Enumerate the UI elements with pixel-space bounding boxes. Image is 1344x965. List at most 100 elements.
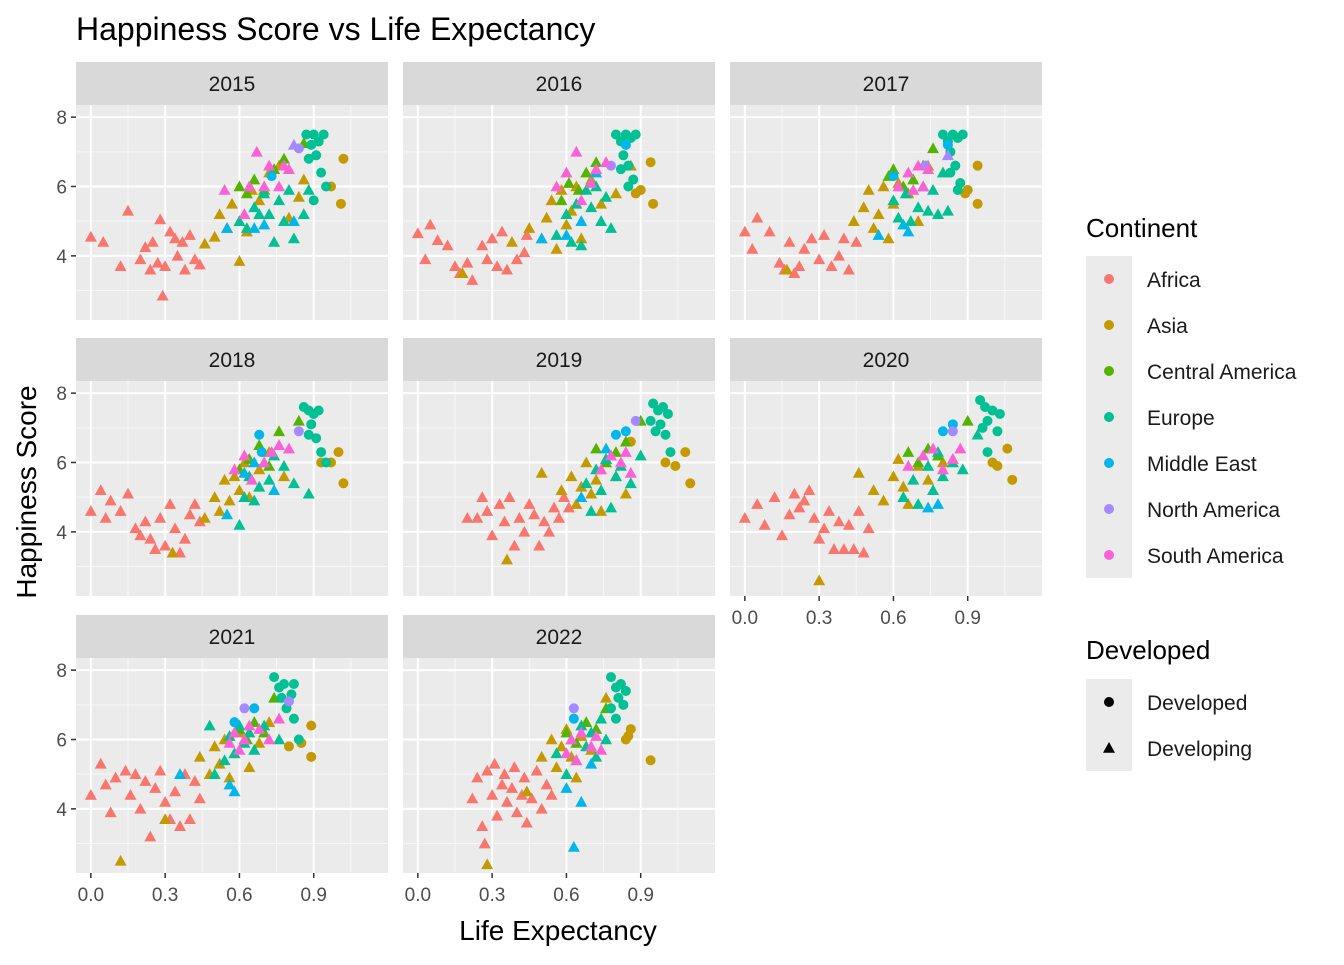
data-point [134, 253, 147, 265]
data-point [912, 498, 925, 509]
data-point [545, 733, 558, 745]
data-point [253, 736, 266, 748]
facet-panel-2015: 2015 4 6 8 [56, 62, 388, 320]
data-point [302, 487, 315, 499]
panel-background [403, 105, 715, 320]
data-point [278, 470, 290, 482]
data-point [842, 263, 855, 275]
data-point [122, 204, 134, 216]
data-point [619, 435, 632, 447]
data-point [223, 494, 236, 506]
data-point [575, 215, 588, 226]
x-tick-label: 0.0 [405, 885, 431, 906]
data-point [947, 426, 958, 437]
data-point [628, 174, 639, 185]
data-point [249, 703, 260, 714]
legend-swatch [1104, 412, 1114, 422]
data-point [610, 429, 621, 440]
data-point [188, 253, 201, 265]
data-point [221, 222, 234, 233]
data-point [248, 201, 261, 213]
data-point [505, 782, 518, 793]
data-point [213, 208, 226, 220]
data-point [288, 713, 299, 724]
data-point [825, 260, 838, 272]
data-point [501, 263, 513, 275]
data-point [308, 195, 319, 206]
legend-title-continent: Continent [1086, 213, 1198, 243]
facet-strip [76, 615, 388, 658]
data-point [751, 498, 764, 509]
legend-swatch [1104, 504, 1114, 514]
data-point [630, 188, 641, 199]
data-point [595, 505, 608, 516]
data-point [623, 160, 634, 171]
data-point [481, 858, 494, 870]
data-point [515, 788, 528, 800]
data-point [279, 679, 289, 690]
data-point [114, 854, 127, 866]
legend-swatch [1104, 320, 1114, 330]
data-point [580, 183, 593, 195]
legend-item: Central America [1086, 348, 1297, 394]
data-point [624, 477, 637, 489]
facet-panel-2020: 2020 0.0 0.3 0.6 0.9 [730, 338, 1042, 629]
data-point [610, 713, 621, 724]
data-point [788, 487, 801, 499]
facet-strip [403, 62, 715, 105]
data-point [555, 194, 568, 206]
data-point [238, 733, 251, 745]
data-point [872, 229, 885, 240]
facet-strip [76, 338, 388, 381]
data-point [818, 229, 831, 240]
legend-item: South America [1086, 532, 1284, 578]
data-point [198, 237, 211, 249]
data-point [590, 442, 603, 454]
data-point [565, 733, 578, 745]
data-point [828, 543, 840, 554]
data-point [419, 253, 432, 265]
data-point [877, 180, 890, 192]
data-point [888, 171, 899, 182]
data-point [297, 173, 310, 185]
data-point [486, 529, 499, 541]
data-point [218, 754, 231, 766]
data-point [580, 456, 593, 468]
data-point [253, 463, 266, 475]
data-point [523, 498, 536, 509]
data-point [634, 449, 647, 461]
data-point [768, 491, 781, 502]
data-point [975, 395, 986, 406]
data-point [218, 473, 231, 485]
data-point [508, 539, 521, 551]
data-point [972, 160, 983, 171]
data-point [982, 415, 993, 426]
data-point [218, 183, 231, 195]
data-point [139, 241, 152, 252]
data-point [302, 183, 315, 195]
data-point [253, 480, 266, 492]
data-point [645, 755, 656, 766]
data-point [805, 232, 818, 244]
data-point [954, 442, 967, 454]
data-point [518, 525, 531, 537]
data-point [273, 733, 286, 745]
data-point [1002, 443, 1013, 454]
legend-swatch [1104, 697, 1114, 707]
data-point [129, 522, 142, 534]
data-point [513, 511, 526, 523]
legend-label: Africa [1147, 269, 1201, 292]
data-point [221, 508, 234, 520]
data-point [852, 466, 865, 478]
data-point [585, 487, 598, 499]
facet-strip [76, 62, 388, 105]
data-point [832, 249, 845, 261]
data-point [932, 208, 944, 220]
data-point [897, 218, 910, 230]
data-point [630, 129, 641, 140]
data-point [496, 778, 509, 790]
data-point [618, 150, 629, 161]
data-point [169, 522, 182, 534]
data-point [555, 183, 568, 195]
data-point [941, 149, 954, 161]
